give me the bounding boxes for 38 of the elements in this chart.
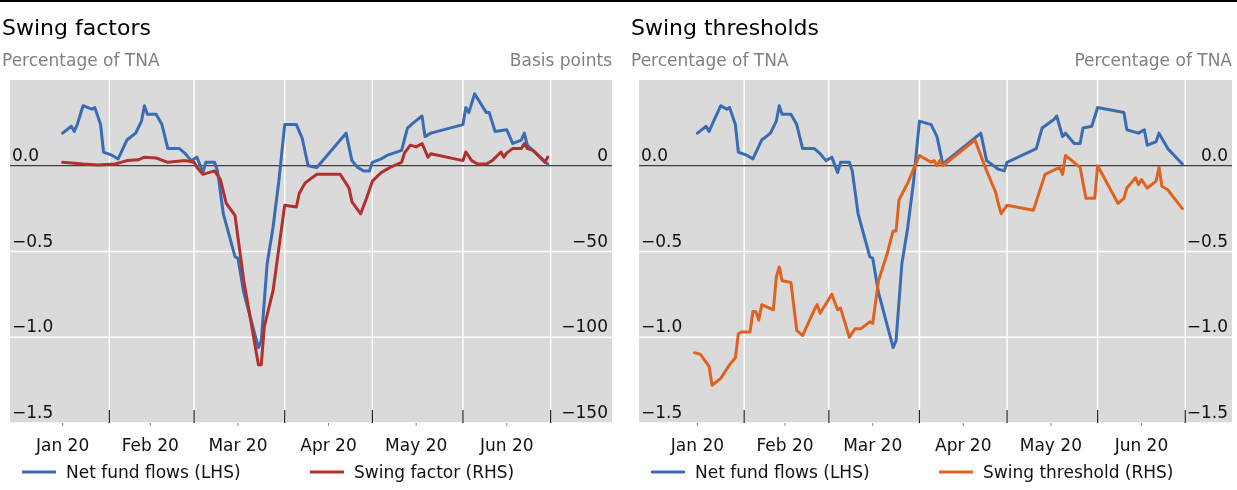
legend-label: Net fund flows (LHS) — [695, 462, 870, 482]
legend-label: Net fund flows (LHS) — [66, 462, 241, 482]
chart-title: Swing thresholds — [631, 15, 820, 40]
y2-tick-label: 0 — [597, 144, 608, 165]
y-tick-label: 0.0 — [641, 144, 669, 165]
y2-tick-label: −50 — [572, 230, 608, 251]
y-axis-title: Percentage of TNA — [2, 50, 160, 70]
x-tick-label: Jan 20 — [34, 435, 90, 455]
x-tick-label: Mar 20 — [843, 435, 903, 455]
x-tick-label: Jun 20 — [1113, 435, 1169, 455]
y2-tick-label: −100 — [561, 316, 608, 337]
y-tick-label: −0.5 — [641, 230, 683, 251]
y2-tick-label: −1.0 — [1186, 316, 1228, 337]
y-tick-label: −1.0 — [641, 316, 683, 337]
x-tick-label: Jan 20 — [669, 435, 725, 455]
chart-title: Swing factors — [2, 15, 151, 40]
y-tick-label: −1.0 — [12, 316, 54, 337]
y2-axis-title: Percentage of TNA — [1074, 50, 1233, 70]
legend-label: Swing threshold (RHS) — [983, 462, 1174, 482]
x-tick-label: May 20 — [1019, 435, 1082, 455]
y2-tick-label: −0.5 — [1186, 230, 1228, 251]
legend-label: Swing factor (RHS) — [354, 462, 515, 482]
y2-tick-label: −1.5 — [1186, 402, 1228, 422]
x-tick-label: Mar 20 — [208, 435, 268, 455]
y2-axis-title: Basis points — [509, 50, 613, 70]
y-tick-label: −1.5 — [641, 402, 683, 422]
y-tick-label: 0.0 — [12, 144, 40, 165]
x-tick-label: May 20 — [385, 435, 448, 455]
x-tick-label: Feb 20 — [121, 435, 179, 455]
y2-tick-label: 0.0 — [1200, 144, 1228, 165]
y-tick-label: −1.5 — [12, 402, 54, 422]
y-axis-title: Percentage of TNA — [631, 50, 789, 70]
x-tick-label: Jun 20 — [478, 435, 534, 455]
y-tick-label: −0.5 — [12, 230, 54, 251]
x-tick-label: Apr 20 — [300, 435, 357, 455]
x-tick-label: Feb 20 — [756, 435, 814, 455]
y2-tick-label: −150 — [561, 402, 608, 422]
x-tick-label: Apr 20 — [935, 435, 992, 455]
